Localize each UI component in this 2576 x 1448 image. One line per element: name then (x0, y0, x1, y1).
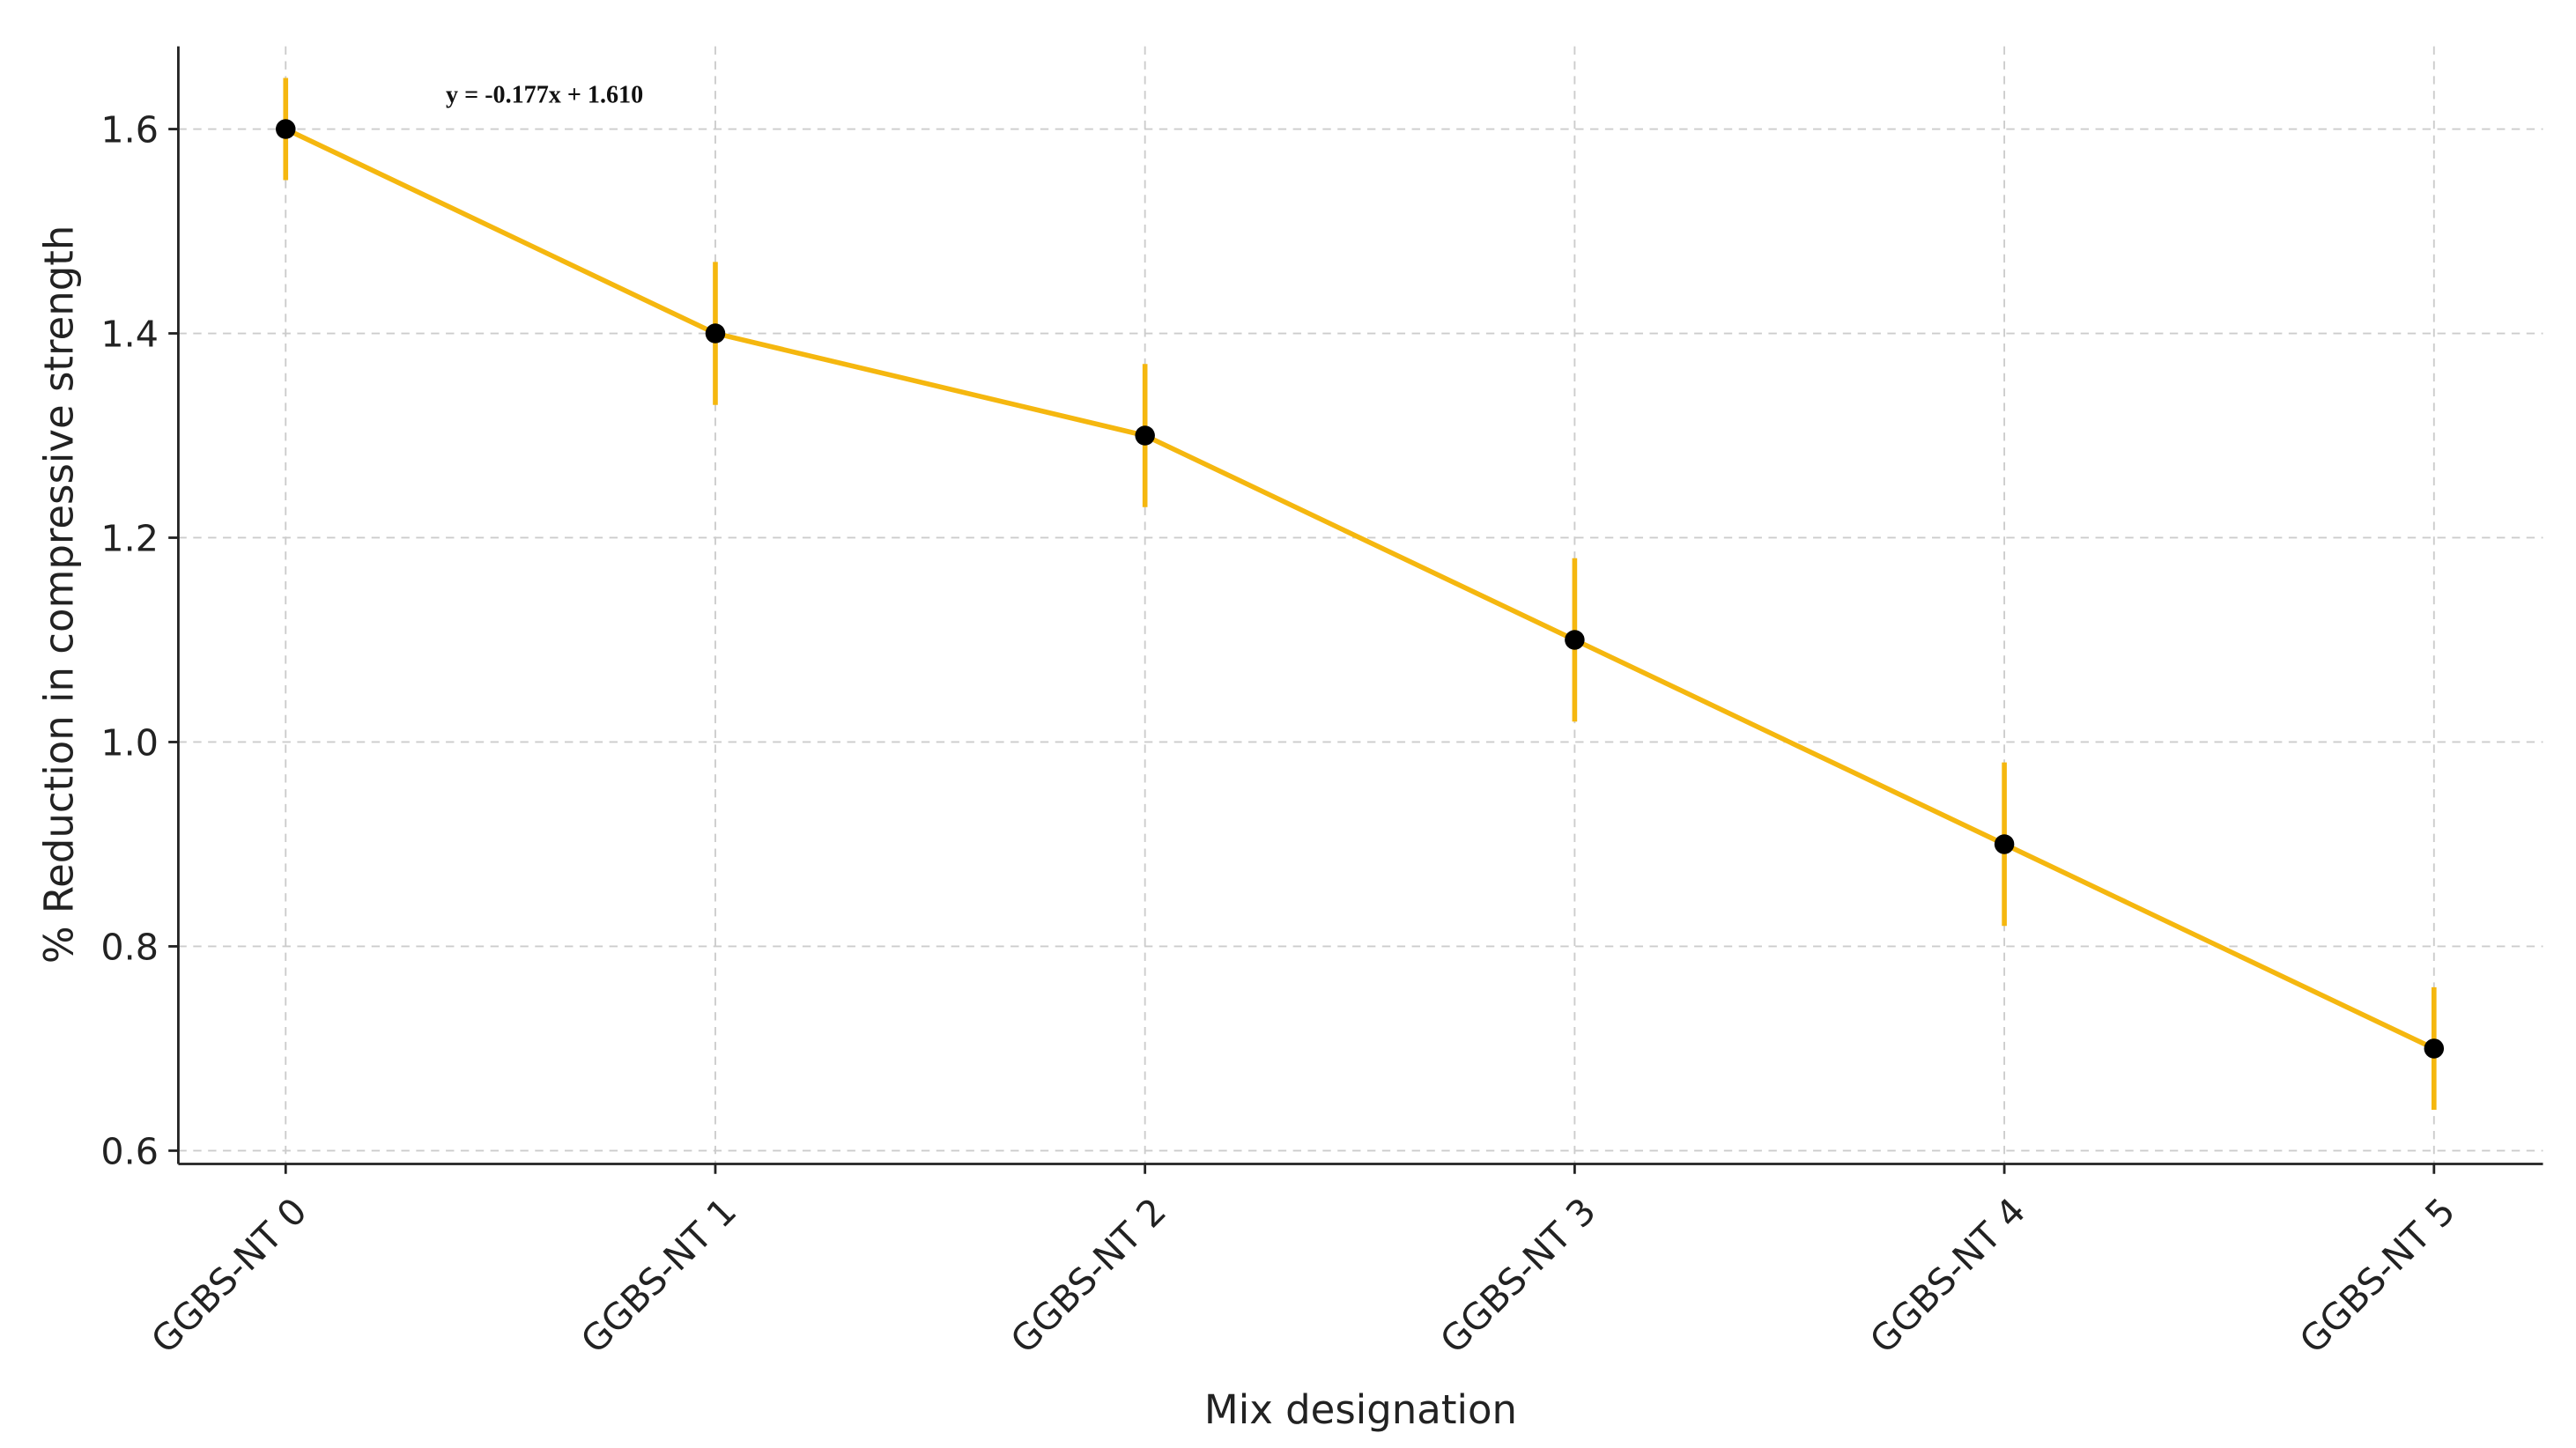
data-point (276, 119, 296, 139)
y-tick-label: 1.0 (100, 721, 159, 764)
y-tick-label: 1.6 (100, 109, 159, 151)
y-tick-label: 0.8 (100, 926, 159, 968)
annotation: y = -0.177x + 1.610 (446, 81, 643, 108)
data-point (1135, 425, 1155, 446)
x-tick-label: GGBS-NT 2 (1003, 1190, 1174, 1362)
data-point (1994, 834, 2015, 854)
y-tick-label: 1.4 (100, 314, 159, 356)
x-tick-label: GGBS-NT 0 (144, 1190, 315, 1362)
x-tick-label: GGBS-NT 3 (1432, 1190, 1604, 1362)
data-point (705, 323, 726, 344)
y-tick-label: 1.2 (100, 517, 159, 559)
data-point (2424, 1038, 2445, 1059)
x-tick-label: GGBS-NT 5 (2291, 1190, 2463, 1362)
x-axis-label: Mix designation (1204, 1386, 1517, 1433)
data-line (285, 126, 2436, 1051)
x-tick-label: GGBS-NT 1 (573, 1190, 744, 1362)
y-tick-label: 0.6 (100, 1130, 159, 1172)
data-point (1565, 630, 1585, 650)
x-tick-label: GGBS-NT 4 (1862, 1190, 2033, 1362)
y-axis-label: % Reduction in compressive strength (35, 225, 82, 964)
